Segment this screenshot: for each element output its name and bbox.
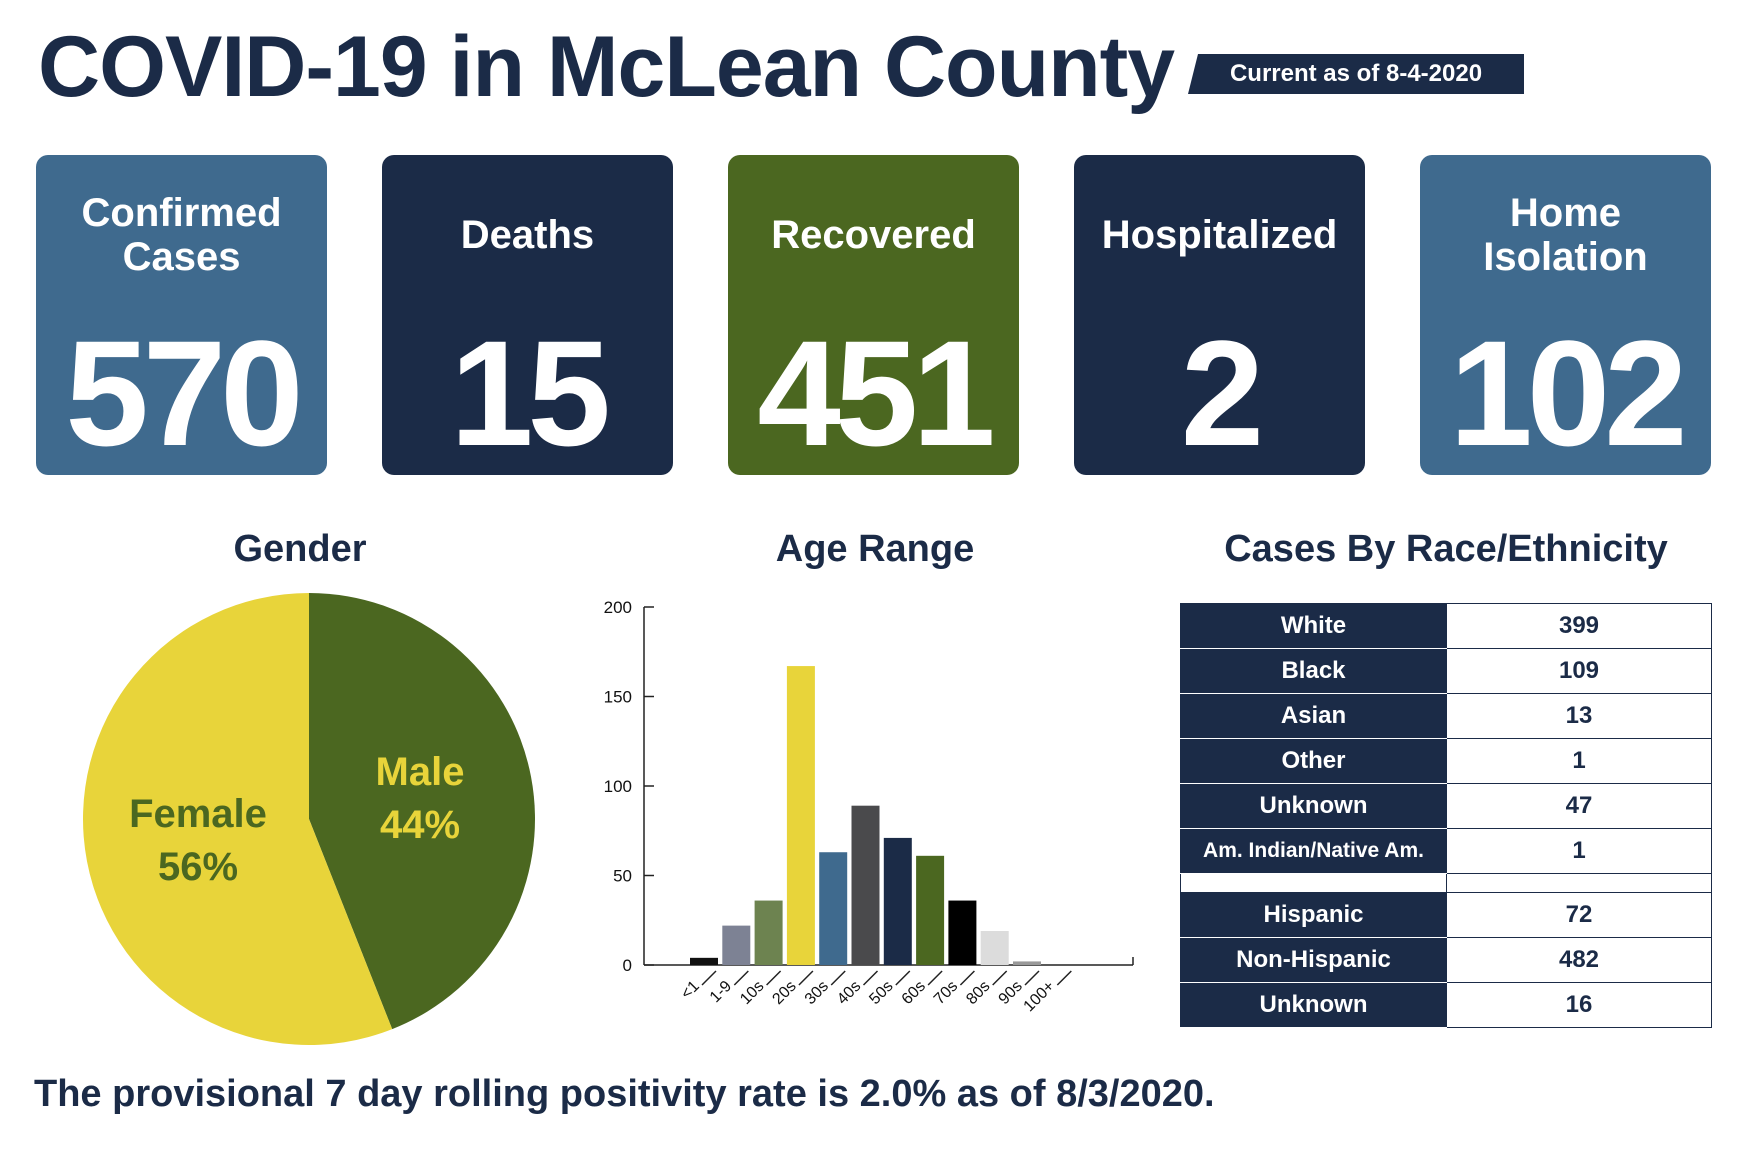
stat-value: 570: [65, 309, 303, 477]
table-row: Asian 13: [1180, 693, 1712, 739]
table-row: Black 109: [1180, 648, 1712, 694]
ethnicity-label: Unknown: [1180, 982, 1447, 1028]
race-ethnicity-table: White 399 Black 109 Asian 13 Other 1 Unknown…: [1180, 603, 1712, 1028]
table-row: Unknown 16: [1180, 982, 1712, 1028]
x-tick-label: 80s: [963, 978, 993, 1008]
table-row: Hispanic 72: [1180, 892, 1712, 938]
bar-10s: [754, 900, 783, 965]
x-tick-mark: [830, 970, 846, 986]
x-tick-mark: [733, 970, 749, 986]
bar-80s: [980, 930, 1009, 965]
x-tick-mark: [862, 970, 879, 986]
x-tick-label: 50s: [866, 978, 896, 1008]
race-label: Other: [1180, 738, 1447, 784]
pie-slice-female: [83, 593, 393, 1045]
race-value: 1: [1446, 738, 1712, 784]
stat-label: Recovered: [771, 213, 976, 257]
x-tick-mark: [798, 970, 814, 986]
x-tick-mark: [1024, 970, 1040, 986]
table-row: Am. Indian/Native Am. 1: [1180, 828, 1712, 874]
bar-70s: [948, 900, 977, 965]
table-row: Unknown 47: [1180, 783, 1712, 829]
x-tick-label: 20s: [769, 978, 799, 1008]
table-row: Other 1: [1180, 738, 1712, 784]
x-tick-mark: [701, 970, 717, 986]
stat-value: 2: [1180, 309, 1264, 477]
race-label: Unknown: [1180, 783, 1447, 829]
stat-card-recovered: Recovered 451: [728, 155, 1019, 477]
race-value: 13: [1446, 693, 1712, 739]
y-tick-label: 200: [604, 598, 632, 617]
pie-slice-male: [309, 593, 536, 1030]
race-label: Am. Indian/Native Am.: [1180, 828, 1447, 874]
race-value: 109: [1446, 648, 1712, 694]
bar-90s: [1013, 961, 1041, 965]
ethnicity-value: 72: [1446, 892, 1712, 938]
bar-30s: [819, 852, 848, 965]
race-value: 1: [1446, 828, 1712, 874]
race-value: 47: [1446, 783, 1712, 829]
race-label: White: [1180, 603, 1447, 649]
x-tick-mark: [927, 970, 943, 986]
y-tick-label: 150: [604, 688, 632, 707]
positivity-rate-note: The provisional 7 day rolling positivity…: [34, 1073, 1215, 1115]
current-as-of-badge: Current as of 8-4-2020: [1188, 54, 1524, 94]
x-tick-label: 10s: [737, 978, 767, 1008]
spacer-cell: [1446, 873, 1712, 893]
bar-60s: [916, 855, 945, 965]
age-section-title: Age Range: [775, 528, 975, 570]
pie-percent-male: 44%: [380, 803, 460, 847]
x-tick-label: 40s: [834, 978, 864, 1008]
stat-card-confirmed-cases: Confirmed Cases 570: [36, 155, 327, 477]
stat-label: Confirmed Cases: [81, 191, 282, 279]
gender-pie-chart: Male 44% Female 56%: [83, 593, 536, 1045]
age-range-bar-chart: 0 50 100 150 200 <1 1-9 10s 20s 30s 40s 50s 60s 70s 80…: [604, 598, 1134, 1015]
pie-label-female: Female: [129, 792, 267, 836]
y-tick-label: 100: [604, 777, 632, 796]
x-tick-label: 70s: [931, 978, 961, 1008]
gender-section-title: Gender: [233, 528, 367, 570]
stat-card-deaths: Deaths 15: [382, 155, 673, 477]
pie-percent-female: 56%: [158, 845, 238, 889]
page-title: COVID-19 in McLean County: [38, 19, 1175, 115]
race-section-title: Cases By Race/Ethnicity: [1224, 528, 1668, 570]
stat-card-hospitalized: Hospitalized 2: [1074, 155, 1365, 477]
table-spacer-row: [1180, 873, 1712, 893]
stat-value: 15: [450, 309, 611, 477]
spacer-cell: [1180, 873, 1447, 893]
bar-<1: [690, 957, 718, 965]
x-tick-mark: [959, 970, 975, 986]
race-value: 399: [1446, 603, 1712, 649]
x-tick-mark: [1056, 970, 1072, 986]
race-label: Black: [1180, 648, 1447, 694]
bar-40s: [851, 805, 880, 965]
x-tick-mark: [895, 970, 911, 986]
bar-20s: [786, 666, 815, 965]
stat-label: Home Isolation: [1483, 191, 1648, 279]
bar-50s: [883, 837, 912, 965]
x-tick-label: 1-9: [707, 978, 735, 1006]
ethnicity-label: Hispanic: [1180, 892, 1447, 938]
table-row: White 399: [1180, 603, 1712, 649]
pie-label-male: Male: [376, 750, 465, 794]
x-tick-label: <1: [678, 978, 703, 1003]
y-tick-label: 0: [623, 956, 632, 975]
x-tick-label: 30s: [802, 978, 832, 1008]
stat-label: Deaths: [460, 213, 595, 257]
ethnicity-value: 482: [1446, 937, 1712, 983]
x-tick-label: 60s: [899, 978, 929, 1008]
stat-value: 102: [1449, 309, 1687, 477]
stat-label: Hospitalized: [1101, 213, 1338, 257]
race-label: Asian: [1180, 693, 1447, 739]
x-tick-mark: [766, 970, 782, 986]
y-tick-label: 50: [613, 867, 632, 886]
table-row: Non-Hispanic 482: [1180, 937, 1712, 983]
bar-1-9: [722, 925, 751, 965]
stat-value: 451: [757, 309, 995, 477]
ethnicity-label: Non-Hispanic: [1180, 937, 1447, 983]
x-tick-mark: [992, 970, 1008, 986]
stat-card-home-isolation: Home Isolation 102: [1420, 155, 1711, 477]
ethnicity-value: 16: [1446, 982, 1712, 1028]
